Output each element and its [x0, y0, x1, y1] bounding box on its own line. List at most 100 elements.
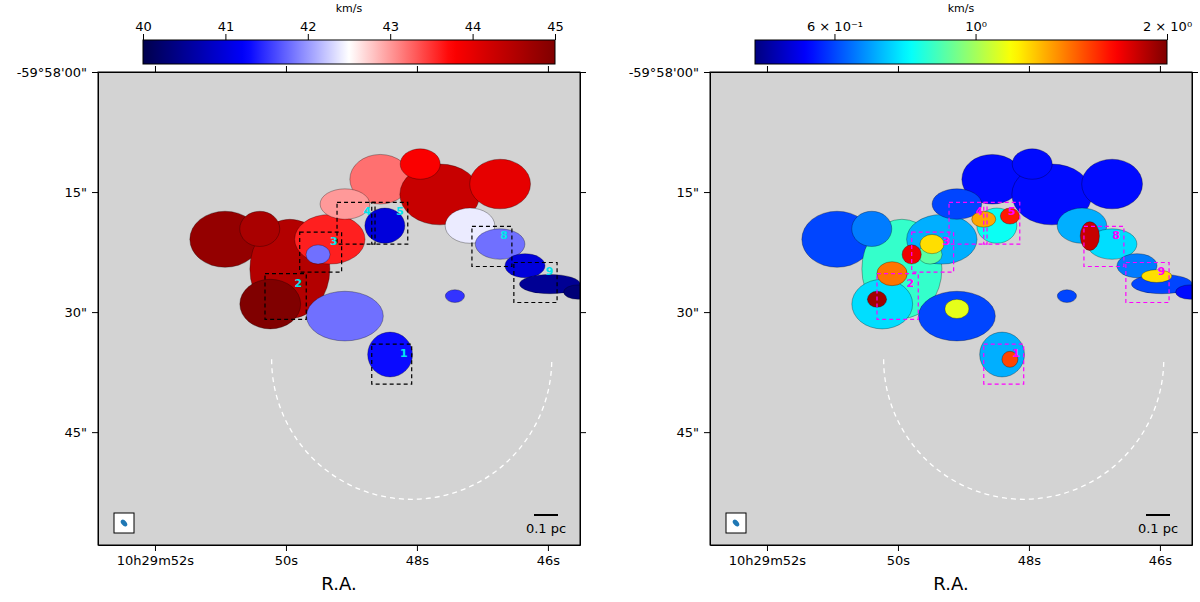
region-box	[912, 232, 954, 272]
emission-cell	[306, 291, 383, 341]
beam	[120, 518, 129, 527]
emission-cell	[400, 149, 440, 179]
tick	[580, 72, 586, 73]
tick-mark	[1029, 545, 1030, 551]
tick: 48s	[1018, 545, 1042, 568]
tick-label: 46s	[1149, 553, 1173, 568]
axis-line	[756, 40, 1168, 41]
beam-box	[726, 513, 746, 533]
tick: 45	[547, 19, 564, 40]
box-label: 4	[363, 205, 371, 218]
tick-mark	[580, 312, 586, 313]
tick-mark	[704, 312, 710, 313]
emission-cell	[240, 211, 280, 246]
emission-cell	[852, 211, 892, 246]
scale-bar-label: 0.1 pc	[526, 521, 566, 536]
tick	[1029, 66, 1030, 72]
box-label: 3	[942, 235, 950, 248]
tick	[1192, 192, 1198, 193]
tick-mark	[976, 34, 977, 40]
tick: 15"	[64, 185, 98, 200]
scale-bar	[1146, 514, 1170, 516]
tick-mark	[1192, 72, 1198, 73]
tick-mark	[1160, 545, 1161, 551]
box-label: 1	[1012, 347, 1020, 360]
marks	[802, 149, 1192, 499]
plot-frame	[98, 72, 580, 545]
tick-label: 30"	[676, 305, 699, 320]
tick	[1160, 66, 1161, 72]
emission-cell	[368, 332, 413, 377]
tick-mark	[417, 545, 418, 551]
tick-mark	[308, 34, 309, 40]
tick: 2 × 10⁰	[1143, 19, 1192, 40]
box-label: 8	[500, 229, 508, 242]
emission-cell	[918, 291, 995, 341]
tick-label: 10⁰	[965, 19, 987, 34]
tick: 44	[465, 19, 482, 40]
tick-label: 6 × 10⁻¹	[807, 19, 863, 34]
region-box	[949, 202, 987, 244]
tick-label: -59°58'00"	[629, 65, 699, 80]
region-circle	[272, 359, 552, 499]
region-box	[984, 344, 1024, 384]
tick: 50s	[275, 545, 299, 568]
marks	[190, 149, 580, 499]
scale-bar-label: 0.1 pc	[1138, 521, 1178, 536]
axis	[580, 73, 586, 546]
tick-mark	[1192, 312, 1198, 313]
tick-mark	[704, 72, 710, 73]
tick: 50s	[887, 545, 911, 568]
tick-mark	[580, 72, 586, 73]
axis: -59°58'00"15"30"45"	[17, 65, 99, 546]
tick	[1192, 72, 1198, 73]
axis: 6 × 10⁻¹ 10⁰ 2 × 10⁰	[756, 19, 1193, 41]
region-box	[1126, 262, 1169, 302]
tick: 6 × 10⁻¹	[807, 19, 863, 40]
box-label: 2	[907, 277, 915, 290]
tick-label: 48s	[1018, 553, 1042, 568]
panel: 123458910h29m52s50s48s46s-59°58'00"15"30…	[629, 2, 1200, 594]
tick-label: 50s	[887, 553, 911, 568]
box-label: 4	[975, 205, 983, 218]
tick-label: 10h29m52s	[117, 553, 195, 568]
tick	[580, 192, 586, 193]
tick: 42	[300, 19, 317, 40]
axis: 404142434445	[135, 19, 564, 41]
box-label: 9	[545, 265, 553, 278]
tick: 30"	[64, 305, 98, 320]
emission-cell	[564, 285, 580, 299]
tick-label: 15"	[64, 185, 87, 200]
tick-mark	[286, 66, 287, 72]
tick: 15"	[676, 185, 710, 200]
region-box	[337, 202, 375, 244]
tick-mark	[417, 66, 418, 72]
box-label: 3	[330, 235, 338, 248]
region-box	[472, 226, 512, 266]
region-box	[877, 274, 918, 320]
tick-label: 50s	[275, 553, 299, 568]
tick-label: 15"	[676, 185, 699, 200]
tick-mark	[898, 545, 899, 551]
axis: 10h29m52s 50s 48s 46s	[711, 545, 1193, 568]
tick-mark	[390, 34, 391, 40]
axis: -59°58'00" 15" 30" 45"	[629, 65, 711, 546]
tick-mark	[473, 34, 474, 40]
tick-mark	[767, 66, 768, 72]
emission-cell	[445, 290, 464, 303]
emission-cell	[1057, 290, 1076, 303]
axis-title: R.A.	[321, 573, 356, 594]
tick-label: 2 × 10⁰	[1143, 19, 1192, 34]
tick-mark	[898, 66, 899, 72]
tick-label: 43	[382, 19, 399, 34]
tick-mark	[767, 545, 768, 551]
tick: 43	[382, 19, 399, 40]
tick: 45"	[676, 425, 710, 440]
tick: 10h29m52s	[729, 545, 807, 568]
tick-mark	[580, 192, 586, 193]
region-box	[1084, 226, 1124, 266]
tick-label: 44	[465, 19, 482, 34]
tick-mark	[92, 312, 98, 313]
tick-mark	[1029, 66, 1030, 72]
tick: 41	[218, 19, 235, 40]
